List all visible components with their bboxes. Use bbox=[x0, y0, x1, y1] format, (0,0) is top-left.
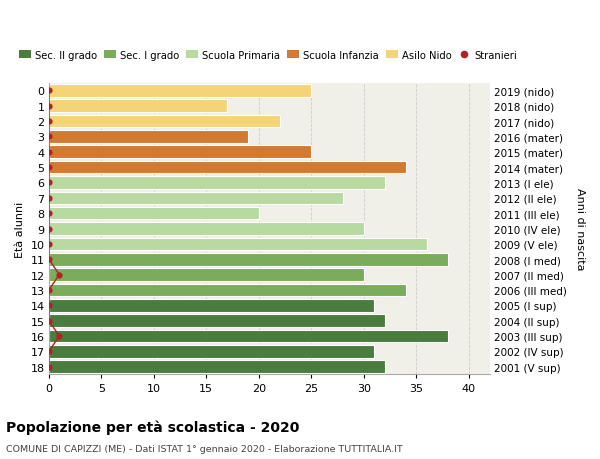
Bar bbox=[49, 177, 385, 189]
Bar bbox=[49, 330, 448, 342]
Y-axis label: Anni di nascita: Anni di nascita bbox=[575, 188, 585, 270]
Bar bbox=[49, 315, 385, 327]
Bar bbox=[49, 299, 374, 312]
Bar bbox=[49, 131, 248, 143]
Bar bbox=[49, 361, 385, 373]
Legend: Sec. II grado, Sec. I grado, Scuola Primaria, Scuola Infanzia, Asilo Nido, Stran: Sec. II grado, Sec. I grado, Scuola Prim… bbox=[19, 50, 517, 61]
Bar bbox=[49, 116, 280, 128]
Bar bbox=[49, 162, 406, 174]
Bar bbox=[49, 345, 374, 358]
Bar bbox=[49, 223, 364, 235]
Text: COMUNE DI CAPIZZI (ME) - Dati ISTAT 1° gennaio 2020 - Elaborazione TUTTITALIA.IT: COMUNE DI CAPIZZI (ME) - Dati ISTAT 1° g… bbox=[6, 444, 403, 453]
Bar bbox=[49, 207, 259, 220]
Bar bbox=[49, 192, 343, 205]
Y-axis label: Età alunni: Età alunni bbox=[15, 201, 25, 257]
Bar bbox=[49, 269, 364, 281]
Bar bbox=[49, 100, 227, 113]
Text: Popolazione per età scolastica - 2020: Popolazione per età scolastica - 2020 bbox=[6, 420, 299, 435]
Bar bbox=[49, 238, 427, 251]
Bar bbox=[49, 85, 311, 97]
Bar bbox=[49, 146, 311, 159]
Bar bbox=[49, 253, 448, 266]
Bar bbox=[49, 284, 406, 297]
